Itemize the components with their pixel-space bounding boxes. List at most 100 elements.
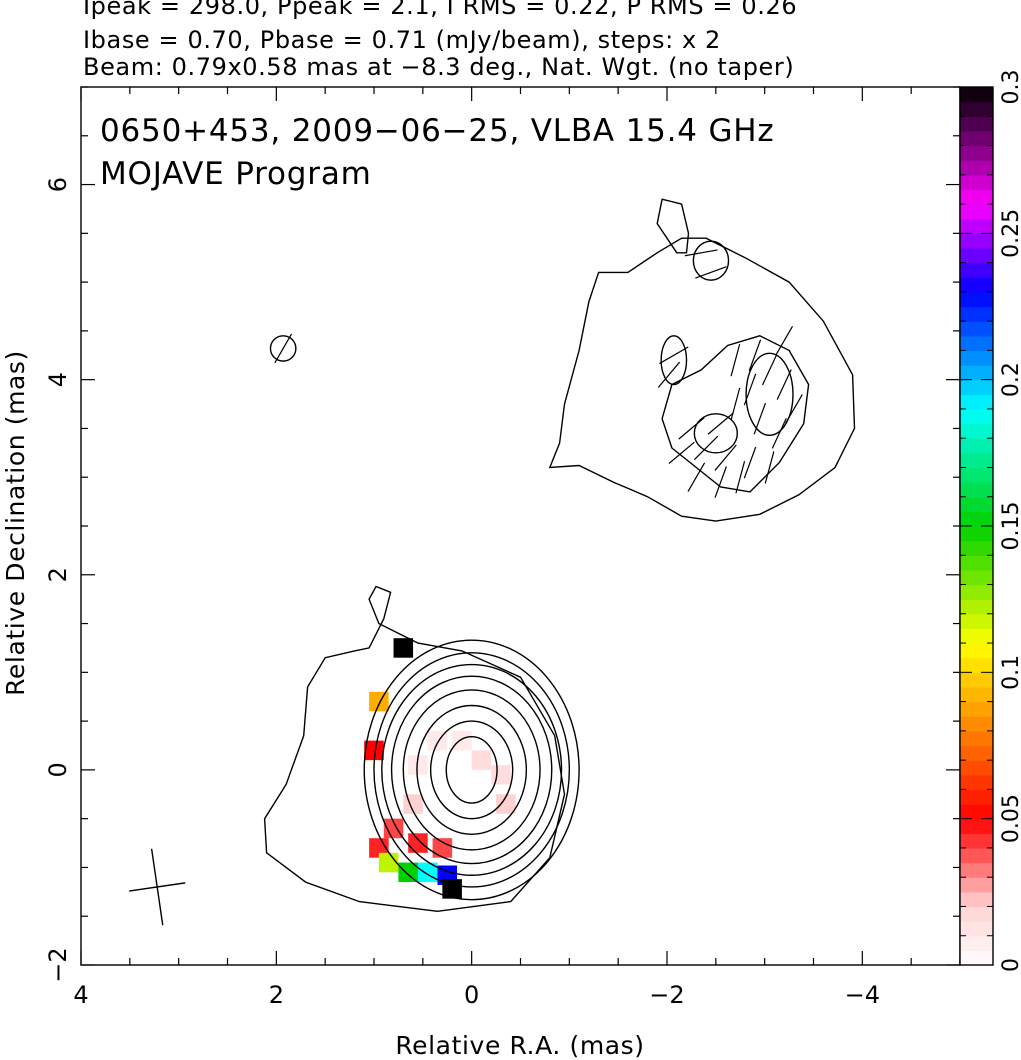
colorbar-segment [960,174,993,191]
evpa-tick [771,418,787,449]
colorbar-segment [960,555,993,571]
evpa-ticks [274,249,803,498]
colorbar-segment [960,730,993,747]
evpa-tick [735,461,746,494]
jet-inner-contour [661,335,810,493]
core-contour [390,675,553,865]
colorbar-segment [960,350,993,366]
beam-minor-axis [129,882,186,892]
core-contour [445,736,498,804]
evpa-tick [714,444,737,471]
header-line-3: Beam: 0.79x0.58 mas at −8.3 deg., Nat. W… [83,53,795,81]
colorbar-segment [960,87,993,103]
colorbar-segment [960,394,993,410]
evpa-tick [753,402,767,435]
x-tick-label: −4 [845,981,880,1009]
colorbar-segment [960,935,993,951]
colorbar-segment [960,423,993,439]
y-tick-label: 0 [44,762,72,777]
beam-cross [129,848,186,926]
pol-pixel [471,750,492,770]
x-tick-label: −2 [649,981,684,1009]
pol-pixel [364,740,384,761]
colorbar-segment [960,540,993,556]
colorbar-segment [960,321,993,337]
evpa-tick [743,446,757,479]
pol-pixel [408,755,428,775]
evpa-tick [775,325,794,356]
pol-pixel [393,638,414,658]
colorbar-segment [960,204,993,220]
colorbar-segment [960,672,993,688]
colorbar-segment [960,408,993,425]
evpa-tick [693,435,719,461]
small-component-contour [660,335,688,386]
colorbar-segment [960,130,993,147]
colorbar-segment [960,189,993,205]
evpa-tick [668,441,695,464]
evpa-tick [743,373,757,406]
colorbar-tick-label: 0 [999,958,1021,972]
y-tick-label: 6 [44,177,72,192]
evpa-tick [657,361,681,388]
colorbar-tick-label: 0.2 [999,362,1021,397]
evpa-tick [748,339,762,372]
colorbar-segment [960,116,993,132]
pol-pixel [408,833,428,853]
core-contour [373,652,571,888]
pol-pixel [383,818,404,839]
colorbar-segment [960,613,993,630]
evpa-tick [274,333,292,364]
pol-pixel [378,852,399,873]
evpa-tick [761,354,778,386]
colorbar-segment [960,701,993,717]
colorbar-segment [960,379,993,395]
colorbar-segment [960,774,993,790]
colorbar-segment [960,833,993,849]
colorbar-segment [960,862,993,878]
pol-pixel [398,862,418,883]
evpa-tick [684,249,718,257]
colorbar-segment [960,291,993,308]
jet-peak-contour [693,413,739,454]
plot-frame [80,86,961,966]
y-tick-label: 2 [44,567,72,582]
colorbar: 0 0.05 0.1 0.15 0.2 0.25 0.3 [959,70,1021,972]
evpa-tick [730,387,741,421]
colorbar-segment [960,569,993,586]
colorbar-segment [960,643,993,659]
colorbar-segment [960,496,993,512]
colorbar-segment [960,335,993,351]
colorbar-segment [960,584,993,600]
colorbar-segment [960,438,993,454]
core-contour [416,704,528,835]
colorbar-segment [960,745,993,761]
x-axis-label: Relative R.A. (mas) [395,1031,644,1060]
colorbar-segment [960,818,993,834]
evpa-tick [659,346,689,365]
colorbar-segment [960,847,993,864]
x-tick-label: 0 [464,981,479,1009]
pol-pixel [442,879,462,899]
x-tick-label: 4 [73,981,88,1009]
colorbar-segment [960,891,993,908]
colorbar-tick-label: 0.05 [999,794,1021,843]
chart-subtitle: MOJAVE Program [100,156,372,192]
colorbar-segment [960,452,993,469]
header-line-1: Ipeak = 298.0, Ppeak = 2.1, I RMS = 0.22… [83,0,798,20]
colorbar-segment [960,247,993,264]
colorbar-segment [960,877,993,893]
small-component-contour [692,240,730,281]
colorbar-tick-label: 0.15 [999,502,1021,551]
colorbar-segment [960,686,993,703]
colorbar-segment [960,921,993,937]
colorbar-segment [960,160,993,176]
core-contour [363,639,580,901]
colorbar-segment [960,789,993,805]
colorbar-segment [960,365,993,381]
colorbar-segment [960,262,993,278]
pol-pixel [432,838,453,858]
header-line-2: Ibase = 0.70, Pbase = 0.71 (mJy/beam), s… [83,26,721,54]
evpa-tick [707,412,734,435]
